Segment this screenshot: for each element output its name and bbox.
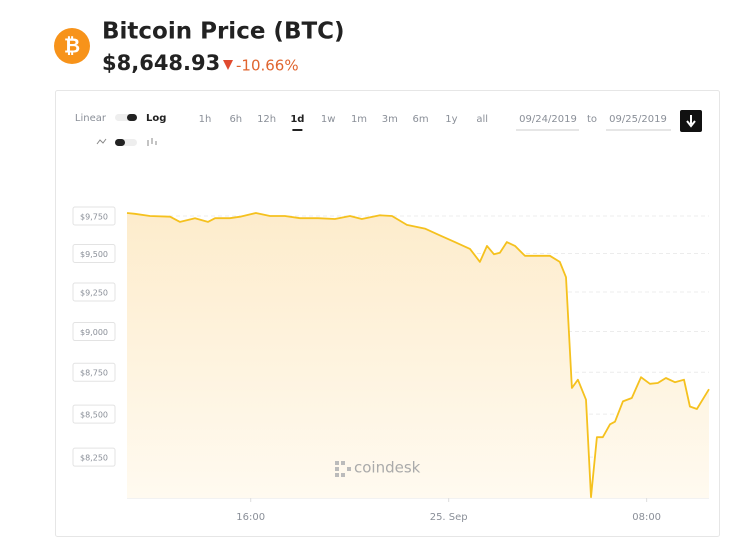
watermark: coindesk — [354, 459, 421, 477]
toggle-knob — [115, 139, 125, 146]
scale-linear[interactable]: Linear — [75, 113, 107, 124]
date-from[interactable]: 09/24/2019 — [519, 114, 577, 125]
range-button[interactable]: 6h — [229, 114, 242, 125]
range-button[interactable]: 1w — [321, 114, 336, 125]
y-tick-box — [72, 206, 116, 226]
range-button[interactable]: 3m — [382, 114, 398, 125]
area — [127, 213, 709, 498]
y-tick-label: $8,250 — [80, 454, 108, 463]
range-button[interactable]: 1h — [199, 114, 212, 125]
x-tick-label: 16:00 — [236, 512, 265, 523]
date-sep: to — [587, 114, 597, 125]
y-tick-label: $9,500 — [80, 250, 108, 259]
btc-logo — [54, 28, 90, 64]
toggle-knob — [127, 114, 137, 121]
range-button[interactable]: 1d — [290, 114, 304, 125]
y-tick-box — [72, 322, 116, 342]
candle-icon[interactable] — [147, 138, 157, 146]
range-button[interactable]: 1y — [445, 114, 457, 125]
price-line — [126, 212, 710, 498]
download-icon — [686, 115, 696, 128]
price: $8,648.93 — [102, 51, 220, 75]
btc-symbol: ₿ — [64, 34, 80, 58]
date-to[interactable]: 09/25/2019 — [609, 114, 667, 125]
y-tick-label: $8,500 — [80, 411, 108, 420]
change: -10.66% — [236, 57, 299, 75]
y-tick-box — [72, 362, 116, 382]
y-tick-box — [72, 404, 116, 424]
x-tick-label: 25. Sep — [430, 512, 468, 523]
range-button[interactable]: 12h — [257, 114, 276, 125]
line-icon[interactable] — [96, 138, 107, 145]
down-arrow — [223, 60, 233, 70]
range-button[interactable]: 6m — [413, 114, 429, 125]
scale-log[interactable]: Log — [146, 113, 166, 124]
y-tick-box — [72, 447, 116, 467]
y-tick-label: $9,750 — [80, 212, 108, 221]
y-tick-label: $8,750 — [80, 369, 108, 378]
y-tick-box — [72, 243, 116, 263]
range-button[interactable]: 1m — [351, 114, 367, 125]
range-button[interactable]: all — [476, 114, 488, 125]
watermark-icon — [335, 461, 351, 477]
x-tick-label: 08:00 — [632, 512, 661, 523]
y-tick-box — [72, 282, 116, 302]
y-tick-label: $9,000 — [80, 328, 108, 337]
y-tick-label: $9,250 — [80, 288, 108, 297]
title: Bitcoin Price (BTC) — [102, 19, 345, 45]
date-from-box[interactable] — [516, 108, 579, 130]
